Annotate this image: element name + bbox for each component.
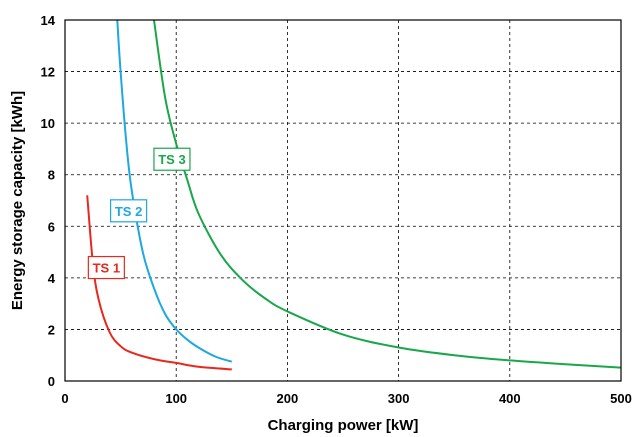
series-label-ts-3: TS 3 (153, 147, 191, 171)
y-tick-label: 6 (48, 219, 55, 234)
x-tick-label: 300 (388, 391, 410, 406)
series-label-box (87, 255, 125, 280)
series-label-text: TS 2 (115, 204, 142, 219)
y-axis-title: Energy storage capacity [kWh] (9, 91, 26, 310)
series-label-text: TS 3 (158, 152, 185, 167)
series-label-box (109, 199, 148, 223)
y-tick-label: 4 (48, 271, 56, 286)
x-axis-title: Charging power [kW] (268, 417, 419, 434)
plot-frame (64, 19, 622, 382)
series-line-ts-2 (116, 20, 233, 363)
y-tick-label: 12 (41, 65, 55, 80)
y-tick-label: 0 (48, 374, 55, 389)
x-tick-label: 400 (499, 391, 521, 406)
grid (65, 20, 621, 381)
x-tick-label: 100 (165, 391, 187, 406)
x-tick-label: 0 (61, 391, 68, 406)
x-tick-label: 200 (277, 391, 299, 406)
y-tick-label: 8 (48, 168, 55, 183)
series-label-ts-1: TS 1 (87, 255, 125, 280)
series-labels: TS 1 TS 2 TS 3 (87, 147, 191, 280)
series-label-box (153, 147, 191, 171)
y-tick-label: 14 (41, 13, 56, 28)
y-tick-label: 2 (48, 322, 55, 337)
series-layer (86, 20, 621, 371)
series-label-ts-2: TS 2 (109, 199, 148, 223)
y-tick-label: 10 (41, 116, 55, 131)
series-line-ts-1 (86, 195, 232, 371)
series-line-ts-3 (153, 20, 621, 369)
series-label-text: TS 1 (93, 261, 120, 276)
x-tick-label: 500 (610, 391, 632, 406)
y-tick-labels: 0 2 4 6 8 10 12 14 (41, 13, 56, 389)
x-tick-labels: 0 100 200 300 400 500 (61, 391, 631, 406)
